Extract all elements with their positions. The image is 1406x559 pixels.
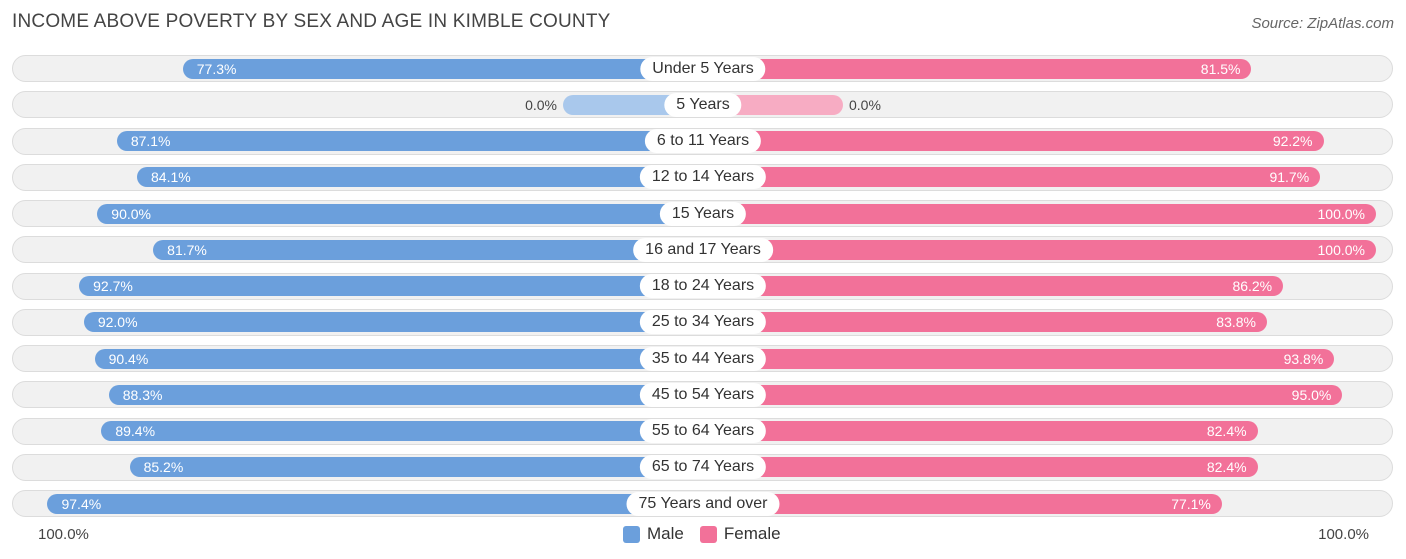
- legend-item-male[interactable]: Male: [623, 524, 684, 544]
- value-label-female: 82.4%: [1206, 423, 1247, 439]
- bar-female[interactable]: [703, 457, 1258, 478]
- category-label: 25 to 34 Years: [639, 310, 767, 335]
- category-label: 16 and 17 Years: [633, 237, 773, 262]
- chart-title: INCOME ABOVE POVERTY BY SEX AND AGE IN K…: [12, 11, 611, 32]
- value-label-male: 87.1%: [130, 133, 171, 149]
- value-label-female: 0.0%: [849, 96, 881, 113]
- value-label-female: 81.5%: [1200, 60, 1241, 77]
- value-label-female: 93.8%: [1283, 350, 1324, 367]
- value-label-male: 88.3%: [122, 386, 163, 403]
- category-label: 65 to 74 Years: [639, 455, 767, 480]
- value-label-male: 90.0%: [111, 205, 151, 222]
- value-label-female: 77.1%: [1171, 495, 1211, 512]
- bar-male[interactable]: [94, 348, 703, 369]
- bar-male[interactable]: [83, 312, 703, 333]
- bar-female[interactable]: [703, 203, 1376, 224]
- bar-female[interactable]: [703, 239, 1376, 260]
- category-label: 35 to 44 Years: [639, 346, 767, 371]
- value-label-male: 97.4%: [61, 495, 102, 512]
- value-label-female: 95.0%: [1291, 386, 1332, 403]
- bar-male[interactable]: [79, 276, 703, 296]
- bar-male[interactable]: [97, 203, 703, 224]
- value-label-female: 83.8%: [1216, 314, 1256, 331]
- value-label-male: 89.4%: [115, 423, 156, 439]
- bar-male[interactable]: [108, 384, 703, 405]
- axis-left-label: 100.0%: [38, 526, 89, 543]
- legend-swatch-female: [699, 525, 717, 543]
- value-label-female: 100.0%: [1317, 241, 1365, 258]
- category-label: 18 to 24 Years: [639, 274, 767, 298]
- legend-label-female: Female: [723, 524, 781, 543]
- bar-male[interactable]: [101, 421, 703, 441]
- category-label: 12 to 14 Years: [639, 165, 767, 190]
- bar-male[interactable]: [47, 493, 703, 514]
- bar-female[interactable]: [703, 348, 1335, 369]
- legend: Male Female: [623, 524, 797, 544]
- value-label-female: 82.4%: [1206, 459, 1247, 476]
- category-label: 15 Years: [659, 201, 747, 226]
- bar-female[interactable]: [703, 493, 1222, 514]
- legend-label-male: Male: [647, 524, 684, 543]
- bar-female[interactable]: [703, 167, 1321, 188]
- category-label: 5 Years: [664, 92, 742, 117]
- category-label: 55 to 64 Years: [639, 419, 767, 443]
- value-label-female: 91.7%: [1269, 169, 1310, 186]
- legend-swatch-male: [623, 525, 640, 543]
- value-label-male: 77.3%: [196, 60, 237, 77]
- value-label-male: 81.7%: [167, 241, 207, 258]
- bar-male[interactable]: [137, 167, 703, 188]
- category-label: 45 to 54 Years: [639, 382, 767, 407]
- value-label-female: 100.0%: [1317, 205, 1365, 222]
- category-label: 75 Years and over: [626, 491, 780, 516]
- category-label: Under 5 Years: [640, 56, 766, 81]
- value-label-male: 84.1%: [151, 169, 191, 186]
- category-label: 6 to 11 Years: [644, 129, 762, 153]
- value-label-male: 90.4%: [108, 350, 149, 367]
- axis-right-label: 100.0%: [1318, 526, 1369, 543]
- legend-item-female[interactable]: Female: [699, 524, 781, 544]
- value-label-male: 0.0%: [525, 96, 557, 113]
- value-label-male: 92.7%: [93, 278, 133, 294]
- bar-female[interactable]: [703, 421, 1258, 441]
- bar-male[interactable]: [116, 131, 703, 151]
- bar-female[interactable]: [703, 384, 1343, 405]
- value-label-female: 92.2%: [1272, 133, 1313, 149]
- value-label-female: 86.2%: [1232, 278, 1273, 294]
- bar-male[interactable]: [129, 457, 703, 478]
- bar-female[interactable]: [703, 131, 1324, 151]
- value-label-male: 85.2%: [143, 459, 184, 476]
- bar-female[interactable]: [703, 276, 1284, 296]
- bar-female[interactable]: [703, 58, 1252, 79]
- bar-male[interactable]: [182, 58, 703, 79]
- source-label: Source: ZipAtlas.com: [1251, 15, 1394, 32]
- bar-male[interactable]: [153, 239, 703, 260]
- value-label-male: 92.0%: [97, 314, 138, 331]
- bar-female[interactable]: [703, 312, 1267, 333]
